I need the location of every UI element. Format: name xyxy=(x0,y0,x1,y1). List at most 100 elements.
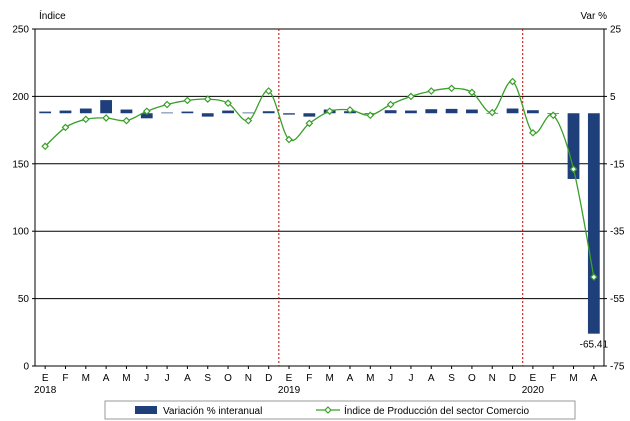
grid xyxy=(35,95,604,300)
x-tick-label: J xyxy=(165,373,170,384)
year-separators xyxy=(278,29,524,366)
y-left-tick-label: 200 xyxy=(12,92,29,103)
x-tick-label: A xyxy=(103,373,110,384)
legend-bar-swatch xyxy=(135,406,157,414)
line-point xyxy=(163,100,171,109)
line-point xyxy=(122,116,131,125)
line-point xyxy=(305,119,314,128)
y-right-tick-label: 25 xyxy=(610,25,622,36)
line-point xyxy=(81,115,90,124)
axis-ticks: 0 50 100 150 200 250 -75 -55 -35 -15 5 25 E F M A M J J A S O… xyxy=(12,25,625,397)
bar xyxy=(59,110,72,114)
bar xyxy=(405,110,417,114)
y-right-tick-label: -15 xyxy=(610,159,625,170)
x-tick-label: F xyxy=(62,373,68,384)
y-left-tick-label: 150 xyxy=(12,159,29,170)
line-series xyxy=(41,77,598,281)
plot-area xyxy=(34,28,605,367)
x-tick-label: E xyxy=(530,373,537,384)
bar xyxy=(39,111,52,114)
line-point xyxy=(203,95,212,103)
line-point xyxy=(366,111,375,120)
x-tick-label: A xyxy=(591,373,598,384)
legend-line-marker xyxy=(324,406,332,414)
bar xyxy=(140,113,153,119)
bar xyxy=(222,110,234,114)
line-point xyxy=(264,87,273,95)
bar xyxy=(120,109,133,114)
line-point xyxy=(529,128,537,137)
x-tick-label: A xyxy=(428,373,435,384)
y-right-tick-label: -35 xyxy=(610,227,625,238)
line-point xyxy=(569,165,578,174)
line-path xyxy=(44,80,595,278)
bar xyxy=(445,108,458,114)
annotations: -65.41 xyxy=(580,340,609,351)
legend-line-label: Índice de Producción del sector Comercio xyxy=(344,404,530,417)
line-point xyxy=(447,84,456,93)
bar xyxy=(587,113,600,334)
y-right-axis-title: Var % xyxy=(581,11,608,22)
bar xyxy=(242,112,255,114)
line-point xyxy=(224,99,232,107)
bar xyxy=(384,110,397,114)
line-point xyxy=(325,107,334,116)
bar xyxy=(161,112,173,114)
line-point xyxy=(61,123,70,132)
bar xyxy=(283,113,295,115)
x-tick-label: S xyxy=(204,373,211,384)
y-left-tick-label: 250 xyxy=(12,25,29,36)
bar xyxy=(201,113,214,117)
x-year-label: 2018 xyxy=(34,385,57,396)
line-point xyxy=(244,116,253,125)
y-left-tick-label: 0 xyxy=(23,362,29,373)
bar xyxy=(303,113,316,117)
y-left-axis-title: Índice xyxy=(39,9,66,22)
line-point xyxy=(142,107,151,116)
line-point xyxy=(183,96,192,105)
x-tick-label: J xyxy=(408,373,413,384)
bar xyxy=(526,110,539,114)
bar xyxy=(262,111,275,114)
x-tick-label: N xyxy=(245,373,252,384)
y-right-tick-label: -55 xyxy=(610,294,625,305)
line-point xyxy=(508,77,517,86)
x-tick-label: E xyxy=(42,373,49,384)
x-tick-label: A xyxy=(347,373,354,384)
legend: Variación % interanual Índice de Producc… xyxy=(104,400,576,420)
x-year-label: 2020 xyxy=(522,385,545,396)
x-tick-label: J xyxy=(144,373,149,384)
y-right-tick-label: 5 xyxy=(610,92,616,103)
y-right-tick-label: -75 xyxy=(610,362,625,373)
x-tick-label: M xyxy=(569,373,577,384)
bar xyxy=(466,109,478,114)
line-point xyxy=(41,142,50,151)
bar xyxy=(181,111,194,114)
x-tick-label: F xyxy=(550,373,556,384)
line-point xyxy=(488,108,497,117)
x-year-label: 2019 xyxy=(278,385,301,396)
x-tick-label: N xyxy=(489,373,496,384)
line-point xyxy=(102,114,110,122)
line-point xyxy=(346,106,354,114)
x-tick-label: M xyxy=(325,373,333,384)
y-left-tick-label: 50 xyxy=(18,294,30,305)
bar xyxy=(100,100,113,114)
x-tick-label: M xyxy=(366,373,374,384)
legend-bar-label: Variación % interanual xyxy=(163,406,262,417)
bar xyxy=(425,109,438,114)
x-tick-label: D xyxy=(509,373,516,384)
line-point xyxy=(427,87,436,95)
line-point xyxy=(407,92,415,101)
line-point xyxy=(386,100,395,109)
x-tick-label: F xyxy=(306,373,312,384)
line-point xyxy=(549,111,558,120)
x-tick-label: D xyxy=(265,373,272,384)
x-tick-label: S xyxy=(448,373,455,384)
y-left-tick-label: 100 xyxy=(12,227,29,238)
line-point xyxy=(468,88,476,97)
bar xyxy=(567,113,580,179)
x-tick-label: J xyxy=(388,373,393,384)
line-point xyxy=(285,135,293,144)
